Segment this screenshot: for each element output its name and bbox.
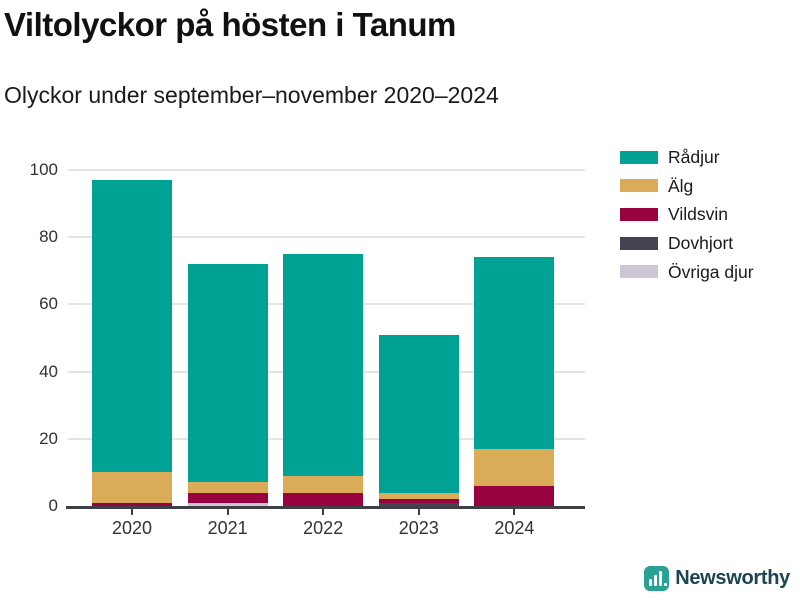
bar-segment-2021-Älg (187, 482, 268, 493)
legend-swatch-Dovhjort (620, 236, 658, 250)
bar-segment-2024-Vildsvin (474, 485, 555, 506)
bar-segment-2021-Rådjur (187, 264, 268, 483)
legend-swatch-Rådjur (620, 150, 658, 164)
y-axis-tick-label: 80 (39, 227, 58, 247)
brand-footer: Newsworthy (644, 564, 790, 592)
legend-swatch-Övriga djur (620, 265, 658, 279)
x-axis-label: 2023 (398, 518, 439, 538)
x-axis-tick (226, 508, 229, 515)
bar-segment-2022-Vildsvin (283, 492, 364, 506)
y-axis-tick-label: 20 (39, 428, 58, 448)
brand-name: Newsworthy (675, 566, 790, 589)
bar-segment-2024-Älg (474, 448, 555, 486)
bar-segment-2021-Övriga djur (187, 502, 268, 506)
y-axis-tick-label: 0 (48, 496, 58, 515)
gridline-80 (68, 236, 585, 239)
bar-segment-2020-Rådjur (92, 180, 172, 473)
y-axis-tick-label: 40 (39, 361, 58, 381)
legend-swatch-Vildsvin (620, 207, 658, 221)
x-axis-label: 2020 (111, 518, 153, 538)
x-axis-label: 2022 (303, 518, 344, 538)
newsworthy-logo-icon (644, 565, 670, 591)
bar-segment-2023-Vildsvin (378, 499, 459, 503)
legend-label-Älg: Älg (668, 175, 694, 196)
x-axis-tick (513, 508, 516, 515)
chart-subtitle: Olyckor under september–november 2020–20… (4, 82, 499, 108)
bar-segment-2023-Dovhjort (378, 502, 459, 506)
legend-label-Vildsvin: Vildsvin (668, 204, 728, 225)
bar-segment-2021-Vildsvin (187, 492, 268, 503)
x-axis-label: 2021 (207, 518, 248, 538)
bar-segment-2020-Vildsvin (92, 502, 172, 506)
x-axis-label: 2024 (494, 518, 535, 538)
y-axis-tick-label: 60 (39, 294, 58, 314)
x-axis-tick (322, 508, 325, 515)
bar-segment-2020-Älg (92, 472, 172, 503)
bar-segment-2022-Älg (283, 475, 364, 493)
chart-title: Viltolyckor på hösten i Tanum (4, 6, 456, 43)
legend-swatch-Älg (620, 179, 658, 193)
x-axis-line (66, 506, 585, 509)
legend-label-Rådjur: Rådjur (668, 147, 720, 167)
x-axis-tick (417, 508, 420, 515)
x-axis-tick (131, 508, 133, 515)
bar-segment-2023-Rådjur (378, 334, 459, 493)
bar-segment-2024-Rådjur (474, 257, 555, 449)
gridline-100 (68, 169, 585, 171)
bar-segment-2022-Rådjur (283, 254, 364, 476)
bar-segment-2023-Älg (378, 492, 459, 500)
y-axis-tick-label: 100 (29, 160, 58, 179)
legend-label-Övriga djur: Övriga djur (668, 261, 754, 282)
legend-label-Dovhjort: Dovhjort (668, 233, 734, 254)
